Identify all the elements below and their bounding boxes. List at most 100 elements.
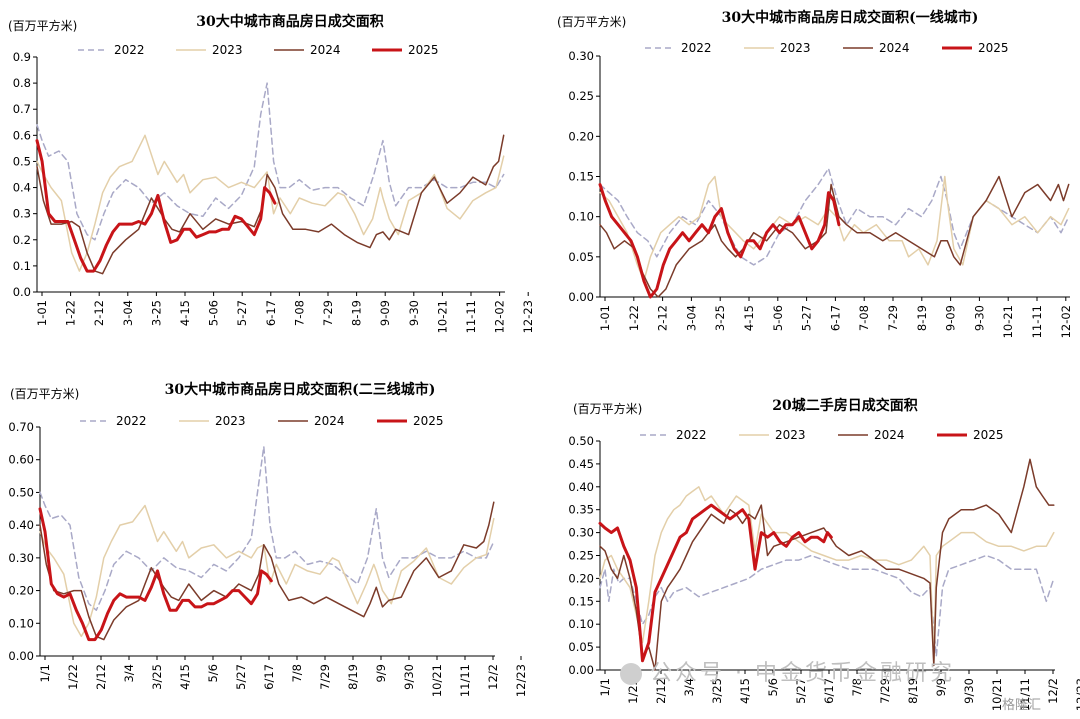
x-tick-label: 9-09 xyxy=(378,300,392,326)
axes: 0.00 0.05 0.10 0.15 0.20 0.25 0.30 1-01 1-22 2-12… xyxy=(568,49,1072,338)
x-tick-label: 5/27 xyxy=(234,664,248,690)
x-tick-label: 12-23 xyxy=(521,300,535,333)
series-line-2022 xyxy=(599,554,1055,658)
chart-title: 30大中城市商品房日成交面积 xyxy=(196,13,383,30)
y-tick-label: 0.15 xyxy=(568,594,594,608)
series-line-2022 xyxy=(36,82,505,241)
y-tick-label: 0.2 xyxy=(13,233,31,247)
x-tick-label: 12/2 xyxy=(486,664,500,690)
x-tick-label: 2/12 xyxy=(94,664,108,690)
series-line-2024 xyxy=(39,501,495,641)
y-tick-label: 0.15 xyxy=(568,170,594,184)
x-tick-label: 5/6 xyxy=(766,678,780,697)
axes: 0.0 0.1 0.2 0.3 0.4 0.5 0.6 0.7 0.8 0.9 1-01 1-22 2-… xyxy=(13,50,535,333)
x-tick-label: 1-01 xyxy=(598,305,612,331)
x-tick-label: 1-01 xyxy=(35,300,49,326)
y-tick-label: 0.1 xyxy=(13,259,31,273)
y-tick-label: 0.50 xyxy=(568,434,594,448)
x-tick-label: 3-25 xyxy=(149,300,163,326)
y-tick-label: 0.25 xyxy=(568,89,594,103)
watermark: 公众号 · 中金货币金融研究 xyxy=(620,655,955,687)
y-tick-label: 0.10 xyxy=(8,616,34,630)
series-line-2025 xyxy=(598,503,833,663)
y-tick-label: 0.40 xyxy=(8,518,34,532)
x-tick-label: 6-17 xyxy=(828,305,842,331)
y-tick-label: 0.30 xyxy=(568,526,594,540)
legend-label-2022: 2022 xyxy=(116,414,147,428)
x-tick-label: 11/11 xyxy=(458,664,472,697)
legend-label-2023: 2023 xyxy=(780,41,811,55)
x-tick-label: 6-17 xyxy=(264,300,278,326)
y-unit-label: (百万平方米) xyxy=(573,401,642,416)
chart-title: 30大中城市商品房日成交面积(二三线城市) xyxy=(165,381,436,398)
y-tick-label: 0.25 xyxy=(568,549,594,563)
x-tick-label: 4/15 xyxy=(738,678,752,704)
x-tick-label: 12-02 xyxy=(493,300,507,333)
chart-tier1-cities: 30大中城市商品房日成交面积(一线城市) (百万平方米) 2022 2023 202… xyxy=(557,9,1073,338)
x-tick-label: 4/15 xyxy=(178,664,192,690)
legend-label-2023: 2023 xyxy=(775,428,806,442)
x-tick-label: 11-11 xyxy=(464,300,478,333)
legend: 2022 2023 2024 2025 xyxy=(80,414,444,428)
x-tick-label: 1-22 xyxy=(627,305,641,331)
y-unit-label: (百万平方米) xyxy=(8,18,77,33)
y-tick-label: 0.7 xyxy=(13,102,31,116)
y-tick-label: 0.4 xyxy=(13,181,31,195)
y-tick-label: 0.45 xyxy=(568,457,594,471)
x-tick-label: 3/4 xyxy=(682,678,696,697)
series-line-2025 xyxy=(38,507,273,642)
x-tick-label: 7-29 xyxy=(886,305,900,331)
y-tick-label: 0.30 xyxy=(8,551,34,565)
series-line-2024 xyxy=(599,175,1070,298)
x-tick-label: 1/1 xyxy=(38,664,52,683)
y-tick-label: 0.10 xyxy=(568,617,594,631)
legend-label-2022: 2022 xyxy=(676,428,707,442)
x-tick-label: 9-30 xyxy=(972,305,986,331)
x-tick-label: 9/9 xyxy=(374,664,388,683)
y-tick-label: 0.00 xyxy=(568,663,594,677)
x-tick-label: 6/17 xyxy=(822,678,836,704)
x-tick-label: 9-09 xyxy=(944,305,958,331)
legend-label-2025: 2025 xyxy=(973,428,1004,442)
x-tick-label: 8/19 xyxy=(346,664,360,690)
legend-label-2024: 2024 xyxy=(874,428,905,442)
series-line-2023 xyxy=(39,504,495,638)
legend-label-2025: 2025 xyxy=(978,41,1009,55)
x-tick-label: 7/8 xyxy=(290,664,304,683)
series-line-2025 xyxy=(598,183,841,299)
x-tick-label: 7/29 xyxy=(318,664,332,690)
y-tick-label: 0.70 xyxy=(8,420,34,434)
legend-label-2025: 2025 xyxy=(408,43,439,57)
x-tick-label: 8/19 xyxy=(906,678,920,704)
y-tick-label: 0.20 xyxy=(8,584,34,598)
y-tick-label: 0.35 xyxy=(568,503,594,517)
y-tick-label: 0.6 xyxy=(13,128,31,142)
x-tick-label: 9/30 xyxy=(962,678,976,704)
x-tick-label: 2-12 xyxy=(92,300,106,326)
legend-label-2023: 2023 xyxy=(212,43,243,57)
series-line-2024 xyxy=(36,134,505,275)
series-line-2025 xyxy=(35,139,277,273)
y-tick-label: 0.5 xyxy=(13,154,31,168)
series-lines xyxy=(598,167,1070,299)
x-tick-label: 1/1 xyxy=(598,678,612,697)
x-tick-label: 10/21 xyxy=(990,678,1004,711)
chart-tier2-3-cities: 30大中城市商品房日成交面积(二三线城市) (百万平方米) 2022 2023 20… xyxy=(8,381,528,697)
axes: 0.00 0.05 0.10 0.15 0.20 0.25 0.30 0.35 0.40 0.45… xyxy=(568,434,1080,711)
legend-label-2024: 2024 xyxy=(314,414,345,428)
y-tick-label: 0.8 xyxy=(13,76,31,90)
x-tick-label: 1/22 xyxy=(66,664,80,690)
x-tick-label: 7/8 xyxy=(850,678,864,697)
x-tick-label: 3/4 xyxy=(122,664,136,683)
chart-title: 20城二手房日成交面积 xyxy=(772,397,917,414)
x-tick-label: 5-06 xyxy=(771,305,785,331)
chart-title: 30大中城市商品房日成交面积(一线城市) xyxy=(722,9,979,26)
x-tick-label: 8-19 xyxy=(350,300,364,326)
x-tick-label: 5-27 xyxy=(800,305,814,331)
legend-label-2023: 2023 xyxy=(215,414,246,428)
series-lines xyxy=(598,458,1055,671)
y-tick-label: 0.20 xyxy=(568,129,594,143)
x-tick-label: 9/9 xyxy=(934,678,948,697)
y-tick-label: 0.05 xyxy=(568,640,594,654)
x-tick-label: 8-19 xyxy=(915,305,929,331)
